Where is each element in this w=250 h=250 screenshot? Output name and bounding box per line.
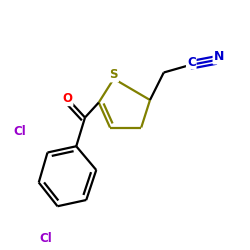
Text: O: O — [62, 92, 72, 105]
Text: Cl: Cl — [40, 232, 52, 245]
Text: Cl: Cl — [14, 125, 26, 138]
Text: S: S — [110, 68, 118, 82]
Text: N: N — [214, 50, 224, 64]
Text: C: C — [187, 56, 196, 68]
